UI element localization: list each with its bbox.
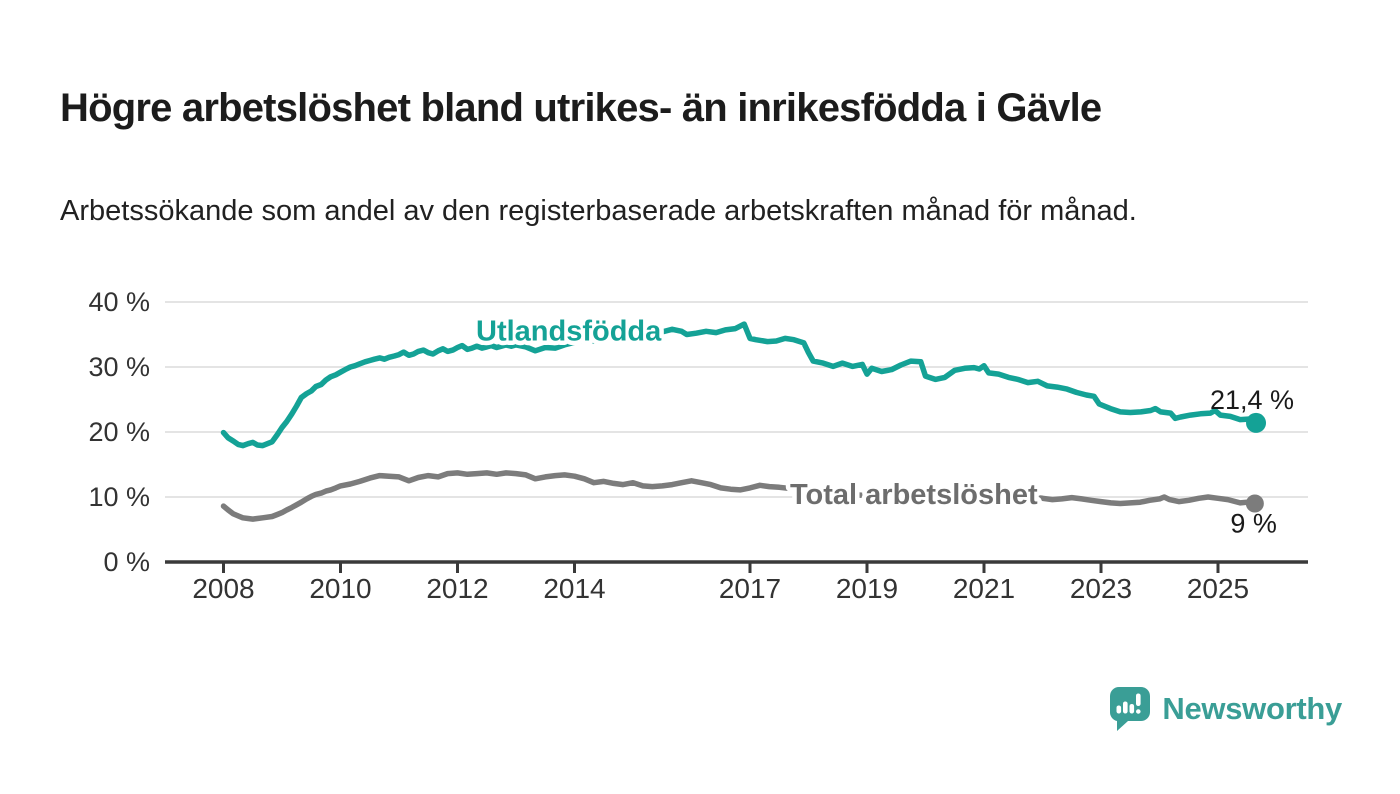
y-tick-label-30: 30 % — [88, 352, 150, 382]
x-tick-label-2008: 2008 — [192, 573, 254, 604]
end-value-label-total-arbetsl-shet: 9 % — [1230, 509, 1277, 539]
series-line-utlandsf-dda — [220, 321, 1259, 449]
series-label-utlandsf-dda: Utlandsfödda — [476, 316, 662, 348]
newsworthy-logo-icon — [1110, 687, 1151, 731]
x-tick-label-2023: 2023 — [1070, 573, 1132, 604]
page-title: Högre arbetslöshet bland utrikes- än inr… — [60, 85, 1102, 130]
y-tick-label-0: 0 % — [103, 547, 150, 577]
x-tick-label-2021: 2021 — [953, 573, 1015, 604]
end-value-label-utlandsf-dda: 21,4 % — [1210, 385, 1294, 415]
x-tick-label-2014: 2014 — [543, 573, 605, 604]
newsworthy-logo: Newsworthy — [1109, 684, 1342, 734]
x-tick-label-2019: 2019 — [836, 573, 898, 604]
chart-subtitle: Arbetssökande som andel av den registerb… — [60, 195, 1137, 227]
series-endpoint-dot-total-arbetsl-shet — [1245, 494, 1264, 513]
series-line-total-arbetsl-shet — [220, 470, 1258, 522]
x-tick-label-2012: 2012 — [426, 573, 488, 604]
newsworthy-logo-text: Newsworthy — [1162, 691, 1342, 726]
x-tick-label-2017: 2017 — [719, 573, 781, 604]
y-tick-label-40: 40 % — [88, 287, 150, 317]
x-tick-label-2010: 2010 — [309, 573, 371, 604]
y-tick-label-20: 20 % — [88, 417, 150, 447]
x-tick-label-2025: 2025 — [1187, 573, 1249, 604]
series-endpoint-dot-utlandsf-dda — [1246, 412, 1267, 433]
y-tick-label-10: 10 % — [88, 482, 150, 512]
series-label-total-arbetsl-shet: Total arbetslöshet — [790, 479, 1038, 511]
